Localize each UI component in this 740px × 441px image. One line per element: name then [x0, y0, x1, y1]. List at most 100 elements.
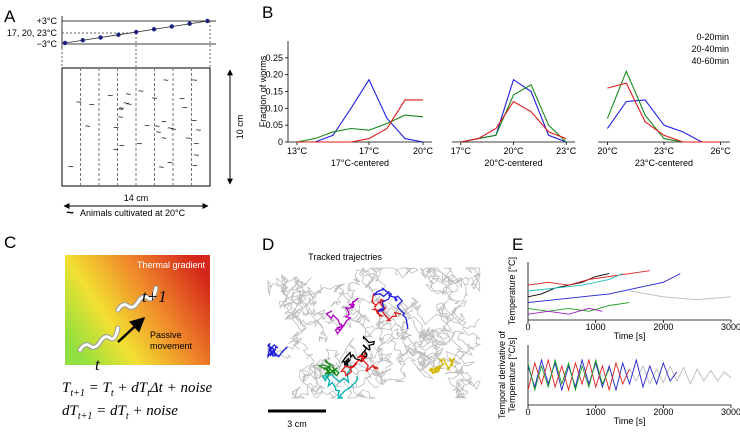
- dot: [80, 38, 86, 43]
- trajectory: [321, 364, 359, 399]
- x-tick-label: 26°C: [711, 146, 732, 156]
- data-line: [527, 358, 630, 392]
- movement-label: movement: [150, 341, 193, 351]
- temp-label: 17, 20, 23°C: [7, 28, 58, 38]
- equation: Tt+1 = Tt + dTtΔt + noise: [62, 380, 212, 399]
- worm-symbol: ~: [161, 134, 167, 145]
- worm-symbol: ~: [171, 124, 177, 135]
- data-line: [527, 307, 603, 315]
- trajectory: [424, 267, 460, 295]
- trajectory: [365, 342, 394, 389]
- worm-symbol: ~: [185, 134, 191, 145]
- dot: [187, 21, 192, 26]
- x-tick-label: 13°C: [287, 146, 308, 156]
- worm-symbol: ~: [138, 87, 144, 98]
- x-tick-label: 23°C: [654, 146, 675, 156]
- legend-symbol: ~: [66, 205, 74, 220]
- equation-part: dT: [62, 403, 80, 419]
- x-tick-label: 20°C: [597, 146, 618, 156]
- equation-part: + noise: [129, 403, 179, 419]
- trajectory: [372, 287, 409, 330]
- worm-symbol: ~: [161, 117, 167, 128]
- dot: [169, 24, 174, 29]
- trajectory: [370, 293, 402, 322]
- trajectory: [440, 274, 470, 305]
- x-tick-label: 17°C: [359, 146, 380, 156]
- equation: dTt+1 = dTt + noise: [62, 403, 178, 422]
- worm-symbol: ~: [123, 98, 129, 109]
- x-axis-label: Time [s]: [614, 331, 646, 341]
- trajectory: [306, 337, 357, 378]
- worm-symbol: ~: [107, 91, 113, 102]
- x-tick-label: 3000: [721, 407, 740, 417]
- worm-symbol: ~: [126, 99, 132, 110]
- temp-label: −3°C: [37, 39, 58, 49]
- trajectory: [267, 342, 288, 359]
- data-line: [607, 82, 721, 143]
- data-line: [527, 358, 678, 392]
- trajectory: [319, 371, 376, 399]
- gradient-dots: [62, 18, 210, 46]
- data-line: [527, 273, 623, 292]
- worm-symbol: ~: [194, 139, 200, 150]
- worm: [78, 326, 120, 352]
- data-line: [297, 99, 423, 143]
- y-tick-label: 0.10: [265, 103, 283, 113]
- worm-symbol: ~: [167, 123, 173, 134]
- legend-entry: 20-40min: [691, 44, 729, 54]
- trajectory: [436, 284, 465, 361]
- scale-label: 3 cm: [287, 419, 307, 429]
- x-axis-label: 17°C-centered: [331, 158, 389, 168]
- y-tick-label: 0.25: [265, 53, 283, 63]
- worm-symbol: ~: [119, 104, 125, 115]
- data-line: [606, 69, 721, 143]
- legend-text: Animals cultivated at 20°C: [80, 208, 186, 218]
- worm-symbol: ~: [152, 93, 158, 104]
- panel-letter: E: [512, 235, 523, 254]
- dot: [205, 18, 210, 24]
- trajectory: [291, 369, 326, 400]
- worm-symbol: ~: [118, 112, 124, 123]
- trajectory: [365, 267, 389, 330]
- worm-symbol: ~: [156, 128, 162, 139]
- panel-letter: D: [262, 235, 274, 254]
- trajectory: [353, 267, 419, 284]
- data-line: [527, 270, 650, 286]
- data-line: [629, 364, 732, 386]
- worm-symbol: ~: [191, 116, 197, 127]
- panel-d: Tracked trajectries 3 cm: [267, 252, 482, 429]
- worm-symbol: ~: [144, 121, 150, 132]
- trajectory: [294, 312, 333, 343]
- charts: 13°C 17°C 20°C 0 0.05 0.10 0.15 0.20 0.25 17°C-ce…: [258, 32, 740, 426]
- panel-title: Tracked trajectries: [308, 252, 382, 262]
- x-tick-label: 3000: [721, 322, 740, 332]
- worm-symbol: ~: [179, 94, 185, 105]
- worm-symbol: ~: [113, 123, 119, 134]
- trajectory: [396, 347, 444, 370]
- worm-symbol: ~: [182, 103, 188, 114]
- dimension-label: 10 cm: [235, 115, 245, 140]
- x-axis-label: 20°C-centered: [484, 158, 542, 168]
- dot: [98, 35, 103, 40]
- trajectory: [433, 318, 482, 356]
- trajectory: [416, 328, 450, 352]
- y-axis-label: Temperature [°C]: [507, 257, 517, 325]
- y-axis-label: Temporal derivative of: [497, 330, 507, 419]
- trajectory: [289, 284, 323, 330]
- data-line: [527, 302, 630, 312]
- data-line: [296, 114, 424, 143]
- equation-part: = dT: [92, 403, 127, 419]
- worm-symbol: ~: [89, 100, 95, 111]
- equation-part: Δt + noise: [149, 380, 213, 396]
- trajectories: [267, 267, 482, 400]
- panel-c: Thermal gradient t+1 t Passive movement …: [62, 255, 212, 422]
- trajectory: [308, 282, 360, 306]
- panel-letter: B: [262, 3, 273, 22]
- worm-symbol: ~: [154, 122, 160, 133]
- y-axis-label: Temperature [°C/s]: [507, 337, 517, 412]
- y-tick-label: 0.20: [265, 70, 283, 80]
- dot: [62, 40, 68, 46]
- worm-symbol: ~: [85, 121, 91, 132]
- y-tick-label: 0.05: [265, 120, 283, 130]
- worm-symbol: ~: [118, 104, 124, 115]
